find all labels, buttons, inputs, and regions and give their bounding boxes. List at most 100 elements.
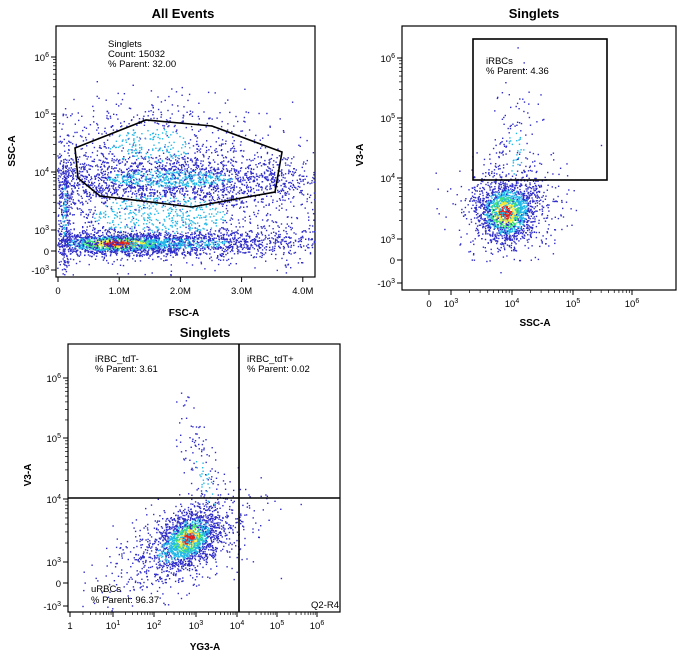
event-dot <box>70 235 72 238</box>
event-dot <box>150 156 153 159</box>
event-dot <box>75 245 77 248</box>
event-dot <box>106 184 108 186</box>
event-dot <box>159 172 161 174</box>
event-dot <box>117 238 119 240</box>
event-dot <box>68 159 70 161</box>
event-dot <box>172 200 174 202</box>
event-dot <box>126 168 128 171</box>
event-dot <box>86 158 88 160</box>
event-dot <box>172 219 174 221</box>
event-dot <box>101 194 103 196</box>
event-dot <box>140 233 142 235</box>
event-dot <box>197 242 200 244</box>
event-dot <box>136 255 138 257</box>
event-dot <box>144 246 146 249</box>
event-dot <box>98 237 101 240</box>
event-dot <box>261 176 264 178</box>
event-dot <box>123 200 125 203</box>
event-dot <box>187 251 189 253</box>
event-dot <box>188 142 190 145</box>
event-dot <box>275 242 277 244</box>
event-dot <box>140 234 142 236</box>
event-dot <box>183 251 186 253</box>
event-dot <box>295 233 297 235</box>
event-dot <box>198 194 201 196</box>
event-dot <box>197 159 199 161</box>
event-dot <box>214 241 216 243</box>
event-dot <box>240 201 243 203</box>
event-dot <box>184 170 186 172</box>
event-dot <box>85 190 87 192</box>
event-dot <box>131 186 133 188</box>
event-dot <box>105 229 107 231</box>
event-dot <box>94 175 96 177</box>
event-dot <box>154 239 156 241</box>
event-dot <box>114 235 116 237</box>
event-dot <box>103 254 106 256</box>
event-dot <box>224 248 226 251</box>
event-dot <box>136 232 138 235</box>
event-dot <box>229 179 231 182</box>
event-dot <box>59 156 61 159</box>
event-dot <box>280 174 283 177</box>
event-dot <box>184 254 186 257</box>
event-dot <box>224 239 226 241</box>
event-dot <box>269 170 272 172</box>
event-dot <box>89 211 91 213</box>
event-dot <box>180 210 182 213</box>
event-dot <box>155 238 157 240</box>
event-dot <box>83 245 86 247</box>
event-dot <box>134 227 136 229</box>
event-dot <box>220 171 222 173</box>
event-dot <box>274 240 277 242</box>
event-dot <box>226 179 229 181</box>
event-dot <box>127 273 130 275</box>
event-dot <box>273 249 276 252</box>
event-dot <box>216 248 218 250</box>
event-dot <box>299 136 302 139</box>
event-dot <box>141 243 143 245</box>
event-dot <box>151 241 153 244</box>
event-dot <box>257 245 260 247</box>
event-dot <box>215 237 217 239</box>
event-dot <box>135 181 137 184</box>
event-dot <box>223 189 226 191</box>
event-dot <box>171 244 173 246</box>
event-dot <box>211 176 214 179</box>
event-dot <box>150 194 152 196</box>
event-dot <box>121 248 124 250</box>
event-dot <box>261 198 263 200</box>
event-dot <box>201 243 203 245</box>
event-dot <box>245 172 248 175</box>
event-dot <box>84 240 86 242</box>
event-dot <box>169 250 171 252</box>
event-dot <box>169 191 171 193</box>
event-dot <box>95 252 97 254</box>
event-dot <box>124 234 126 236</box>
event-dot <box>271 237 273 239</box>
event-dot <box>145 245 148 247</box>
event-dot <box>242 156 244 158</box>
event-dot <box>235 178 237 180</box>
event-dot <box>196 254 199 256</box>
event-dot <box>278 245 280 247</box>
event-dot <box>267 179 269 182</box>
event-dot <box>119 184 121 186</box>
event-dot <box>205 175 207 177</box>
event-dot <box>112 248 115 250</box>
event-dot <box>127 240 130 242</box>
event-dot <box>288 193 290 195</box>
event-dot <box>111 179 114 181</box>
event-dot <box>112 168 115 170</box>
event-dot <box>92 248 94 250</box>
event-dot <box>209 231 211 233</box>
event-dot <box>196 206 198 209</box>
event-dot <box>120 237 123 240</box>
event-dot <box>194 156 197 159</box>
event-dot <box>264 147 267 149</box>
event-dot <box>164 169 166 171</box>
event-dot <box>126 255 128 257</box>
event-dot <box>196 227 198 230</box>
event-dot <box>76 239 79 241</box>
event-dot <box>240 149 243 152</box>
